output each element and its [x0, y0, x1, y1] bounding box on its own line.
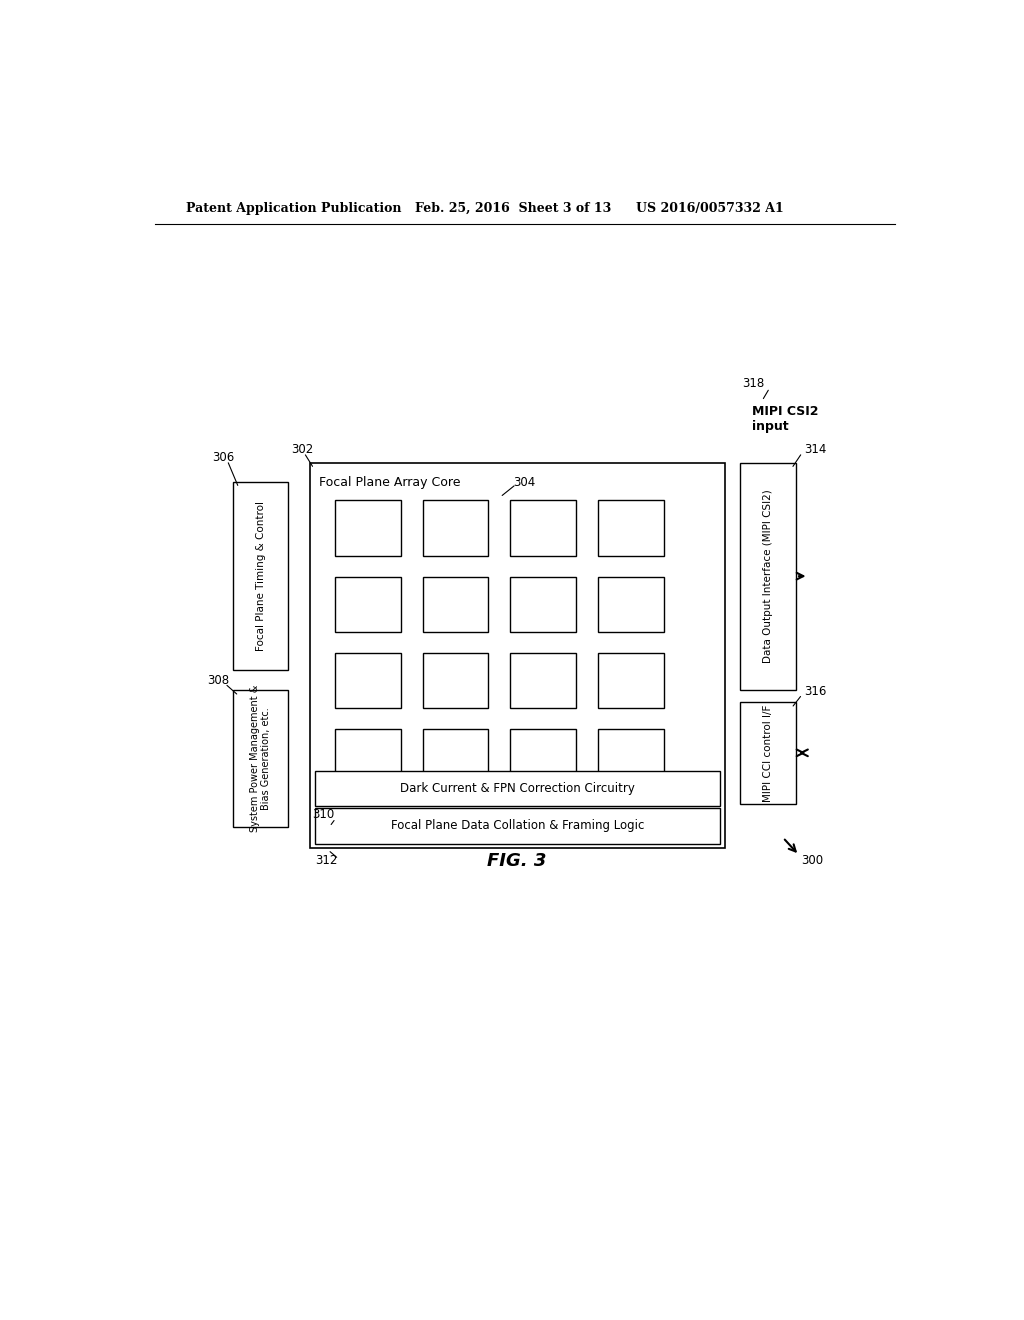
Bar: [510, 500, 575, 556]
Text: 302: 302: [291, 444, 313, 455]
Text: US 2016/0057332 A1: US 2016/0057332 A1: [636, 202, 783, 215]
Text: FIG. 3: FIG. 3: [487, 851, 547, 870]
Text: Dark Current & FPN Correction Circuitry: Dark Current & FPN Correction Circuitry: [400, 781, 635, 795]
Bar: [598, 653, 664, 708]
Bar: [310, 462, 725, 847]
Bar: [232, 482, 289, 671]
Text: 318: 318: [741, 376, 764, 389]
Bar: [335, 500, 400, 556]
Bar: [510, 577, 575, 632]
Text: Data Output Interface (MIPI CSI2): Data Output Interface (MIPI CSI2): [763, 490, 773, 663]
Text: 314: 314: [804, 444, 826, 455]
Bar: [314, 771, 720, 807]
Text: 306: 306: [212, 450, 233, 463]
Bar: [423, 577, 488, 632]
Bar: [598, 577, 664, 632]
Text: 316: 316: [804, 685, 826, 698]
Text: Patent Application Publication: Patent Application Publication: [186, 202, 401, 215]
Text: 312: 312: [315, 854, 338, 867]
Bar: [423, 500, 488, 556]
Text: Focal Plane Data Collation & Framing Logic: Focal Plane Data Collation & Framing Log…: [391, 820, 644, 833]
Text: 300: 300: [801, 854, 823, 867]
Bar: [335, 577, 400, 632]
Text: Focal Plane Array Core: Focal Plane Array Core: [319, 477, 461, 490]
Text: MIPI CSI2
input: MIPI CSI2 input: [752, 405, 818, 433]
Bar: [335, 653, 400, 708]
Bar: [598, 729, 664, 784]
Text: Focal Plane Timing & Control: Focal Plane Timing & Control: [256, 502, 265, 651]
Bar: [598, 500, 664, 556]
Bar: [740, 462, 796, 689]
Text: 304: 304: [513, 477, 536, 490]
Text: 310: 310: [311, 808, 334, 821]
Bar: [423, 653, 488, 708]
Bar: [314, 808, 720, 843]
Bar: [335, 729, 400, 784]
Text: MIPI CCI control I/F: MIPI CCI control I/F: [763, 704, 773, 801]
Bar: [740, 702, 796, 804]
Bar: [232, 689, 289, 826]
Bar: [510, 729, 575, 784]
Bar: [510, 653, 575, 708]
Text: System Power Management &
Bias Generation, etc.: System Power Management & Bias Generatio…: [250, 685, 271, 832]
Text: Feb. 25, 2016  Sheet 3 of 13: Feb. 25, 2016 Sheet 3 of 13: [415, 202, 611, 215]
Text: 308: 308: [207, 675, 229, 686]
Bar: [423, 729, 488, 784]
